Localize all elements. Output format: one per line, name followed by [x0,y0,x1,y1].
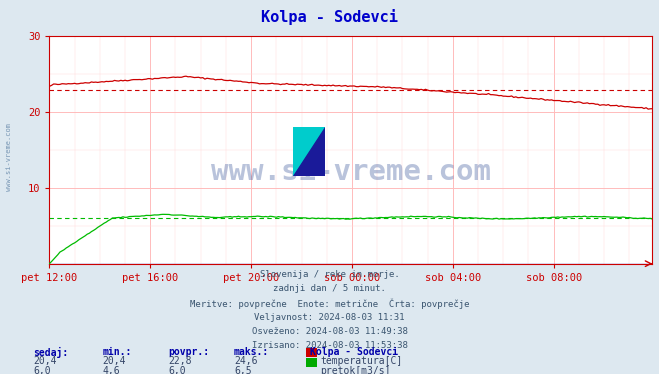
Text: 6,0: 6,0 [168,366,186,374]
Text: Veljavnost: 2024-08-03 11:31: Veljavnost: 2024-08-03 11:31 [254,313,405,322]
Text: pretok[m3/s]: pretok[m3/s] [320,366,391,374]
Text: temperatura[C]: temperatura[C] [320,356,403,366]
Text: zadnji dan / 5 minut.: zadnji dan / 5 minut. [273,284,386,293]
Text: www.si-vreme.com: www.si-vreme.com [5,123,12,191]
Polygon shape [293,127,325,176]
Polygon shape [293,127,325,176]
Text: 20,4: 20,4 [102,356,126,366]
Text: 6,5: 6,5 [234,366,252,374]
Text: Osveženo: 2024-08-03 11:49:38: Osveženo: 2024-08-03 11:49:38 [252,327,407,336]
Text: Meritve: povprečne  Enote: metrične  Črta: povprečje: Meritve: povprečne Enote: metrične Črta:… [190,298,469,309]
Text: 24,6: 24,6 [234,356,258,366]
Text: www.si-vreme.com: www.si-vreme.com [211,159,491,186]
Text: Slovenija / reke in morje.: Slovenija / reke in morje. [260,270,399,279]
Text: Kolpa - Sodevci: Kolpa - Sodevci [310,347,398,357]
Text: 4,6: 4,6 [102,366,120,374]
Text: povpr.:: povpr.: [168,347,209,357]
Text: maks.:: maks.: [234,347,269,357]
Text: min.:: min.: [102,347,132,357]
Text: Kolpa - Sodevci: Kolpa - Sodevci [261,9,398,25]
Text: Izrisano: 2024-08-03 11:53:38: Izrisano: 2024-08-03 11:53:38 [252,341,407,350]
Text: 20,4: 20,4 [33,356,57,366]
Text: 6,0: 6,0 [33,366,51,374]
Text: 22,8: 22,8 [168,356,192,366]
Text: sedaj:: sedaj: [33,347,68,358]
